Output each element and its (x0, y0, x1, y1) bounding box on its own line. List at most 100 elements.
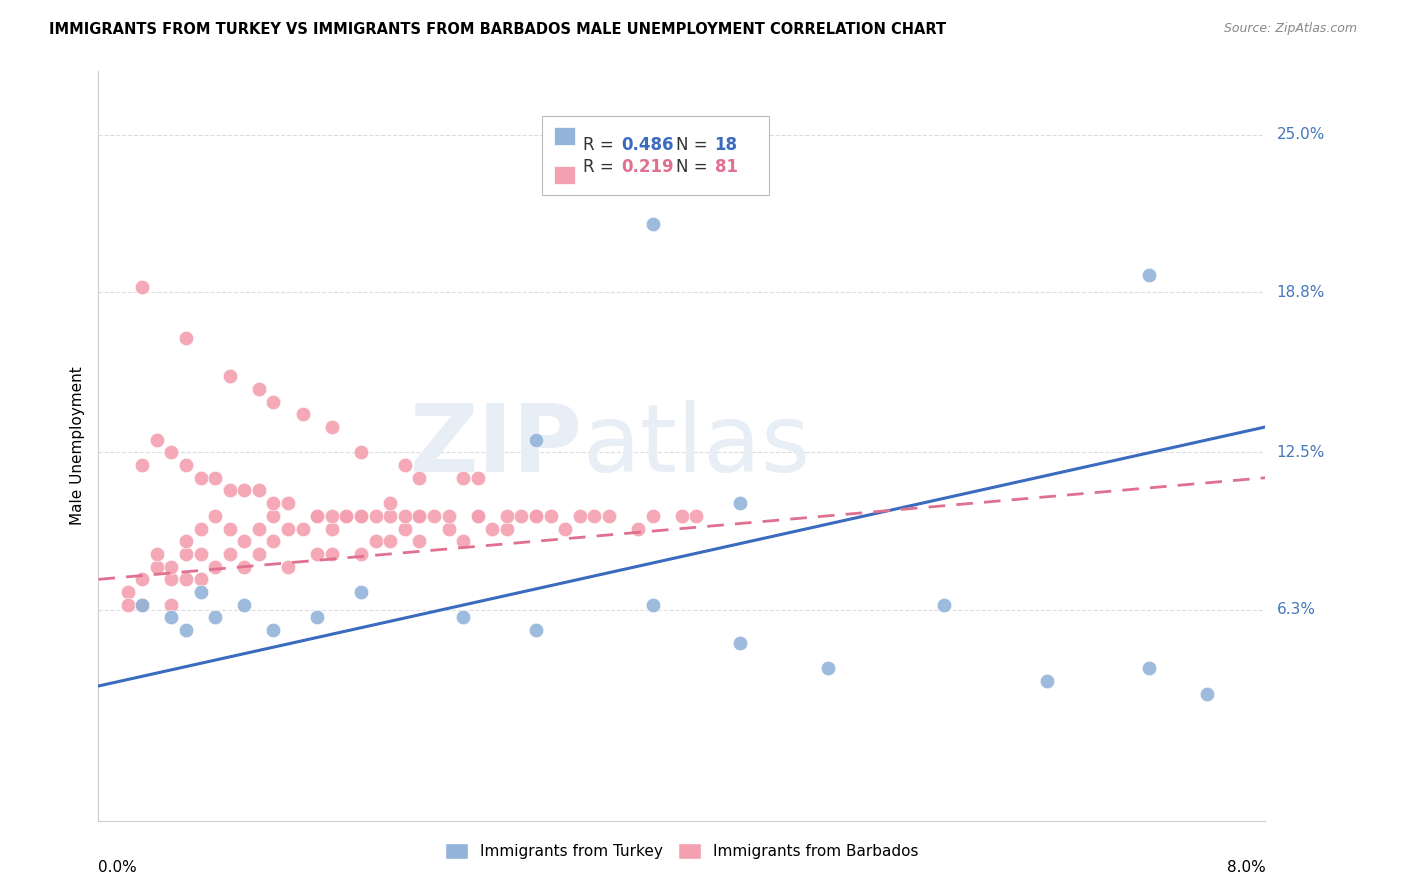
Point (321, 420, 343, 434)
Point (496, 522, 519, 536)
Point (247, 522, 270, 536)
Point (467, 471, 489, 485)
Y-axis label: Male Unemployment: Male Unemployment (69, 367, 84, 525)
Point (160, 598, 183, 612)
Point (262, 508, 284, 523)
Point (218, 483, 240, 498)
Point (934, 598, 956, 612)
Text: N =: N = (676, 136, 713, 153)
Point (467, 508, 489, 523)
Point (1197, 687, 1219, 701)
Text: 81: 81 (714, 158, 738, 176)
Point (262, 496, 284, 510)
Point (117, 585, 139, 599)
Point (467, 508, 489, 523)
Point (146, 547, 169, 561)
Point (233, 534, 256, 549)
Point (451, 471, 474, 485)
Text: 18: 18 (714, 136, 738, 153)
Point (307, 508, 329, 523)
Point (730, 636, 752, 650)
Point (394, 522, 416, 536)
Point (262, 534, 284, 549)
Point (174, 458, 197, 472)
Point (423, 508, 446, 523)
Point (277, 522, 299, 536)
Point (291, 407, 314, 421)
Text: 0.0%: 0.0% (98, 860, 138, 874)
Point (190, 585, 212, 599)
Point (174, 547, 197, 561)
Point (685, 508, 707, 523)
Point (350, 508, 373, 523)
Bar (554, 167, 575, 184)
Text: R =: R = (582, 158, 619, 176)
Point (174, 572, 197, 586)
Text: 0.486: 0.486 (621, 136, 673, 153)
Point (364, 534, 387, 549)
Point (146, 559, 169, 574)
Point (218, 369, 240, 384)
Point (262, 394, 284, 409)
Point (160, 445, 183, 459)
Point (524, 433, 547, 447)
Point (335, 508, 357, 523)
Point (350, 508, 373, 523)
Point (174, 331, 197, 345)
Point (671, 508, 693, 523)
Point (627, 522, 650, 536)
Point (204, 508, 226, 523)
Point (641, 217, 664, 231)
Point (451, 610, 474, 624)
Point (131, 598, 153, 612)
Text: 8.0%: 8.0% (1226, 860, 1265, 874)
Point (335, 508, 357, 523)
Point (364, 508, 387, 523)
Point (233, 483, 256, 498)
Point (380, 534, 402, 549)
Point (218, 522, 240, 536)
Text: R =: R = (582, 136, 619, 153)
Point (190, 471, 212, 485)
Point (350, 585, 373, 599)
Point (350, 547, 373, 561)
Bar (541, 116, 769, 195)
Text: 18.8%: 18.8% (1277, 285, 1324, 300)
Text: atlas: atlas (582, 400, 811, 492)
Point (1035, 673, 1057, 688)
Point (247, 547, 270, 561)
Point (233, 598, 256, 612)
Point (160, 559, 183, 574)
Point (510, 508, 533, 523)
Point (554, 522, 576, 536)
Text: 0.219: 0.219 (621, 158, 673, 176)
Point (247, 483, 270, 498)
Point (262, 623, 284, 637)
Point (408, 471, 430, 485)
Text: Source: ZipAtlas.com: Source: ZipAtlas.com (1223, 22, 1357, 36)
Point (730, 496, 752, 510)
Text: 25.0%: 25.0% (1277, 128, 1324, 143)
Point (568, 508, 591, 523)
Point (291, 522, 314, 536)
Point (218, 547, 240, 561)
Point (598, 508, 620, 523)
Point (247, 382, 270, 396)
Bar (554, 128, 575, 145)
Point (277, 559, 299, 574)
Point (380, 496, 402, 510)
Point (160, 572, 183, 586)
Point (204, 471, 226, 485)
Point (321, 522, 343, 536)
Point (641, 508, 664, 523)
Point (190, 547, 212, 561)
Point (131, 598, 153, 612)
Point (451, 534, 474, 549)
Point (524, 508, 547, 523)
Point (146, 433, 169, 447)
Point (380, 508, 402, 523)
Point (307, 508, 329, 523)
Point (190, 522, 212, 536)
Point (408, 508, 430, 523)
Text: 12.5%: 12.5% (1277, 445, 1324, 460)
